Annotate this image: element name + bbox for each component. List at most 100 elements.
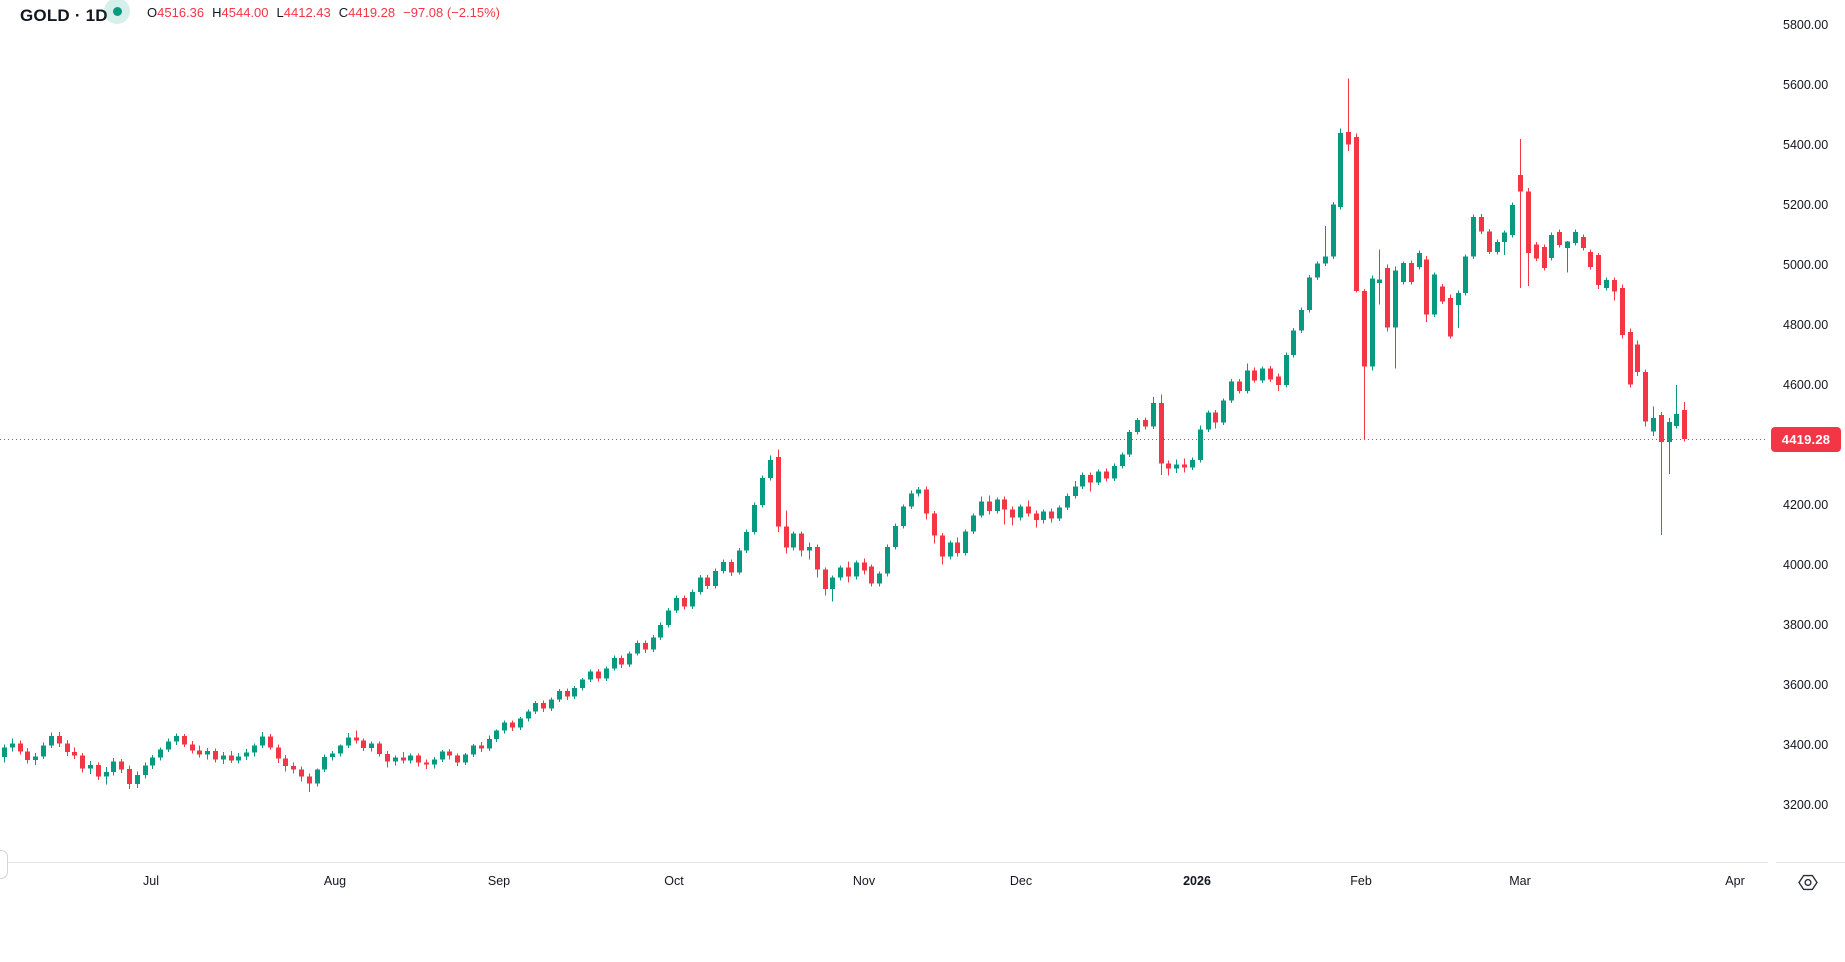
price-axis-label: 4800.00 <box>1783 318 1829 332</box>
time-axis[interactable]: Jul Aug Sep Oct Nov Dec 2026 Feb Mar Apr <box>0 863 1768 905</box>
candle <box>658 622 663 640</box>
time-axis-label: Mar <box>1509 874 1531 888</box>
candle <box>1417 250 1422 270</box>
candle <box>1260 366 1265 384</box>
close-value: 4419.28 <box>348 4 396 20</box>
candle <box>57 731 62 748</box>
candle <box>869 564 874 587</box>
candle <box>596 668 601 682</box>
candle <box>1581 234 1586 251</box>
candle <box>408 753 413 764</box>
candle <box>862 558 867 575</box>
candle <box>229 751 234 763</box>
candle <box>1612 277 1617 301</box>
candle <box>1471 214 1476 259</box>
candle <box>541 700 546 712</box>
candle <box>1307 275 1312 313</box>
price-axis-label: 4600.00 <box>1783 378 1829 392</box>
candle <box>1393 266 1398 369</box>
candle <box>791 531 796 551</box>
candle <box>487 735 492 751</box>
candle <box>612 655 617 671</box>
candle <box>1010 506 1015 526</box>
candle <box>987 495 992 515</box>
candle <box>1401 261 1406 285</box>
candle <box>604 666 609 681</box>
symbol-title[interactable]: GOLD · 1D <box>20 6 108 25</box>
candle <box>979 496 984 518</box>
candle <box>236 752 241 764</box>
time-axis-label: Sep <box>487 874 511 888</box>
candle <box>752 502 757 535</box>
candle <box>713 568 718 589</box>
candle <box>1174 459 1179 474</box>
candle <box>1557 229 1562 248</box>
candle <box>768 455 773 481</box>
low-prefix: L <box>276 4 284 20</box>
candle <box>1377 249 1382 305</box>
candle <box>1604 277 1609 291</box>
candle <box>940 533 945 565</box>
price-axis-label: 3600.00 <box>1783 678 1829 692</box>
candle <box>1120 452 1125 469</box>
candle <box>846 561 851 583</box>
candle <box>1065 493 1070 510</box>
candle <box>268 734 273 750</box>
time-axis-label: Jul <box>143 874 159 888</box>
candle <box>682 595 687 610</box>
candle <box>463 752 468 765</box>
candle <box>338 744 343 757</box>
price-chart-canvas[interactable] <box>0 0 1845 862</box>
price-axis[interactable]: 5800.00 5600.00 5400.00 5200.00 5000.00 4800.… <box>1768 0 1845 862</box>
candle <box>1112 463 1117 481</box>
candle <box>729 559 734 576</box>
candle <box>385 751 390 768</box>
candle <box>182 734 187 747</box>
time-axis-label: 2026 <box>1183 874 1211 888</box>
candle <box>1080 472 1085 489</box>
candle <box>721 559 726 574</box>
settings-hexagon-icon <box>1798 874 1818 890</box>
last-price-label: 4419.28 <box>1771 426 1841 452</box>
candle <box>674 595 679 613</box>
candle <box>190 740 195 754</box>
candle <box>1518 139 1523 289</box>
price-axis-label: 5200.00 <box>1783 198 1829 212</box>
candle <box>643 640 648 654</box>
candle <box>346 733 351 748</box>
candle <box>744 529 749 553</box>
candle <box>627 651 632 667</box>
time-axis-label: Feb <box>1350 874 1372 888</box>
candle <box>1252 367 1257 383</box>
candle <box>479 742 484 753</box>
candle <box>1338 128 1343 210</box>
candle <box>924 486 929 520</box>
candle <box>651 635 656 652</box>
market-status-dot[interactable] <box>104 0 130 24</box>
candle <box>1495 239 1500 255</box>
candle <box>197 745 202 758</box>
candle <box>1096 469 1101 486</box>
candle <box>166 738 171 753</box>
panel-edge-handle[interactable] <box>0 850 8 879</box>
candle <box>1237 379 1242 394</box>
candle <box>963 529 968 556</box>
open-value: 4516.36 <box>157 4 205 20</box>
candle <box>440 749 445 762</box>
candle <box>1284 352 1289 388</box>
candle <box>205 748 210 760</box>
candle <box>10 738 15 752</box>
axis-settings-button[interactable] <box>1792 868 1824 896</box>
candle <box>1628 328 1633 388</box>
change-value: −97.08 (−2.15%) <box>403 4 500 20</box>
candle <box>705 575 710 589</box>
candle <box>471 743 476 757</box>
close-prefix: C <box>338 4 349 20</box>
candle <box>1245 363 1250 394</box>
candle <box>1034 510 1039 528</box>
candle <box>252 743 257 757</box>
candle <box>1151 397 1156 429</box>
candle <box>127 765 132 790</box>
candle <box>1659 412 1664 535</box>
